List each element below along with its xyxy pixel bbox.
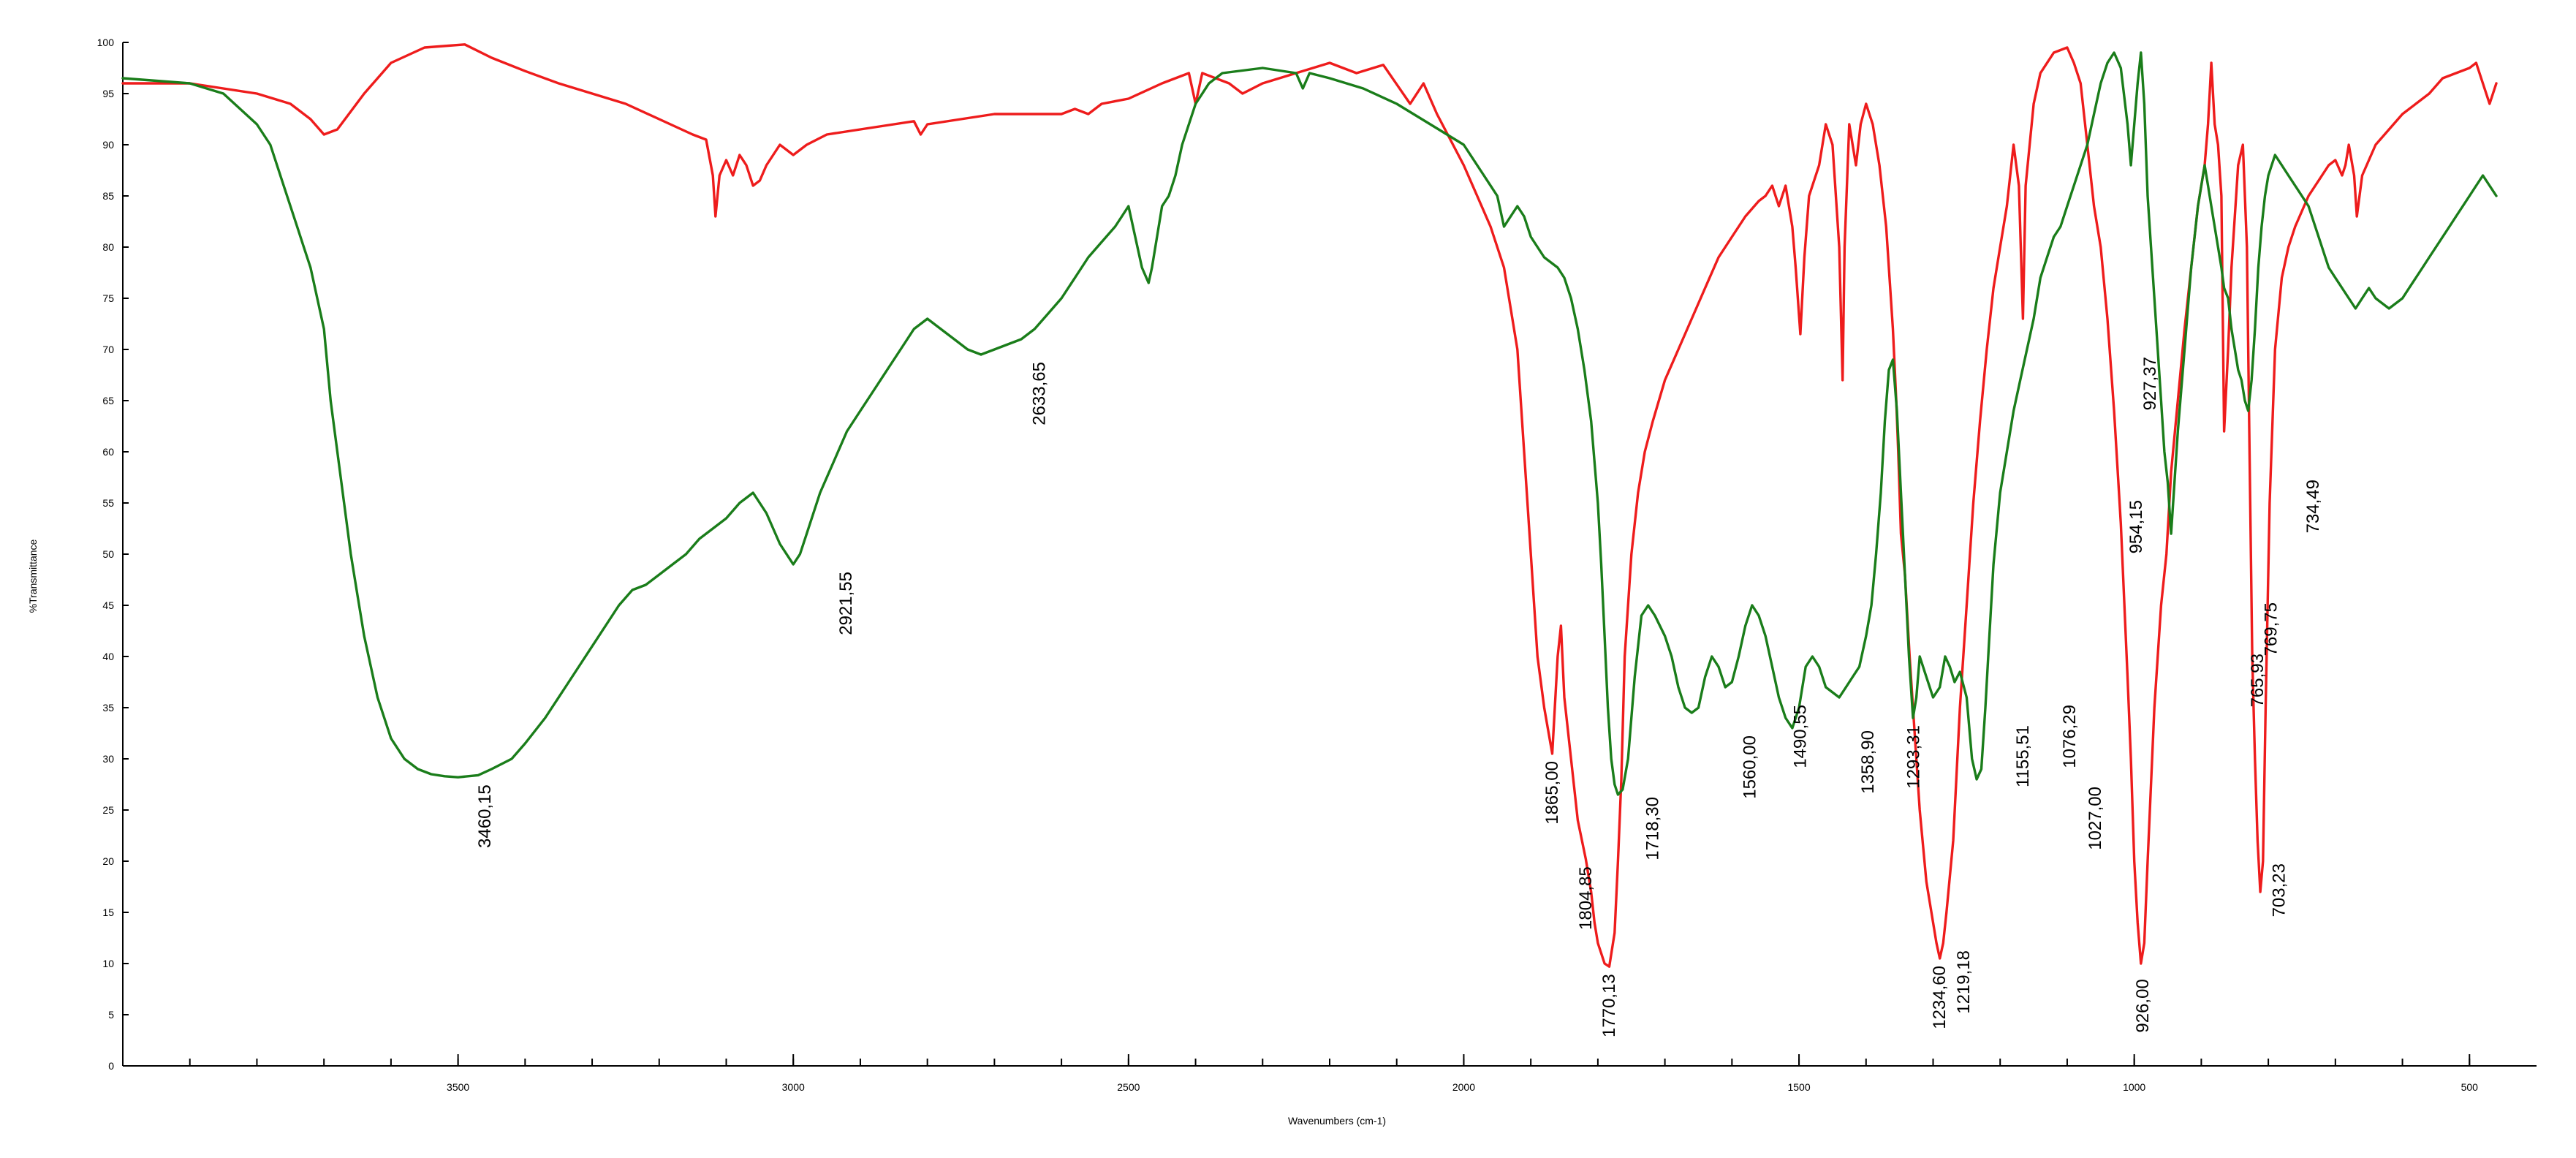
peak-label: 1076,29 [2060,705,2080,768]
peak-label: 1293,31 [1903,725,1923,789]
peak-label: 765,93 [2248,654,2268,707]
peak-label: 1027,00 [2086,787,2105,850]
peak-label: 1804,85 [1576,866,1596,930]
peak-label: 926,00 [2133,979,2153,1032]
y-tick-label: 80 [102,241,114,253]
x-tick-label: 2500 [1117,1081,1140,1093]
peak-label: 1718,30 [1643,797,1663,860]
y-tick-label: 70 [102,344,114,355]
x-tick-label: 3000 [782,1081,805,1093]
y-tick-label: 50 [102,548,114,560]
spectrum-line-2 [121,51,2498,796]
y-tick-label: 100 [97,37,115,48]
y-tick-label: 30 [102,753,114,765]
y-tick-label: 20 [102,855,114,867]
peak-label: 1155,51 [2013,725,2033,787]
peak-label: 927,37 [2140,357,2160,410]
x-tick-label: 2000 [1452,1081,1475,1093]
peak-label: 1770,13 [1599,974,1619,1037]
x-tick-label: 1500 [1787,1081,1810,1093]
peak-label: 1219,18 [1954,950,1974,1014]
y-tick-label: 40 [102,651,114,662]
y-tick-label: 15 [102,907,114,918]
y-tick-label: 95 [102,88,114,99]
spectrum-line-1 [121,43,2498,968]
axes: 0 5 10 15 20 25 30 35 40 45 50 55 60 65 70 75 80 85 90 95 10… [27,37,2537,1127]
y-tick-label: 45 [102,599,114,611]
y-tick-label: 10 [102,958,114,969]
peak-label: 1560,00 [1740,735,1760,799]
x-tick-label: 3500 [447,1081,469,1093]
y-tick-label: 35 [102,702,114,714]
peak-label: 954,15 [2126,500,2146,553]
peak-label: 2921,55 [836,572,856,635]
peak-label: 1234,60 [1930,966,1950,1029]
peak-label: 703,23 [2269,863,2289,917]
peak-label: 1865,00 [1542,761,1562,825]
peak-label: 3460,15 [475,784,495,848]
x-tick-label: 1000 [2123,1081,2145,1093]
peak-label: 769,75 [2261,602,2281,656]
y-tick-label: 90 [102,139,114,151]
series-layer [121,43,2498,968]
y-tick-label: 75 [102,292,114,304]
peak-label: 2633,65 [1029,362,1049,425]
peak-label: 734,49 [2303,480,2323,533]
peak-annotations: 3460,15 2921,55 2633,65 1865,00 1804,85 1770,… [475,357,2323,1037]
x-tick-label: 500 [2461,1081,2479,1093]
y-tick-label: 0 [108,1060,114,1072]
y-tick-label: 5 [108,1009,114,1021]
y-tick-label: 60 [102,446,114,458]
y-tick-label: 25 [102,804,114,816]
y-axis-title: %Transmittance [27,539,39,613]
peak-label: 1490,55 [1790,705,1810,768]
y-tick-label: 65 [102,395,114,406]
y-tick-label: 55 [102,497,114,509]
peak-label: 1358,90 [1858,730,1878,794]
x-axis-title: Wavenumbers (cm-1) [1288,1115,1386,1127]
y-tick-label: 85 [102,190,114,202]
